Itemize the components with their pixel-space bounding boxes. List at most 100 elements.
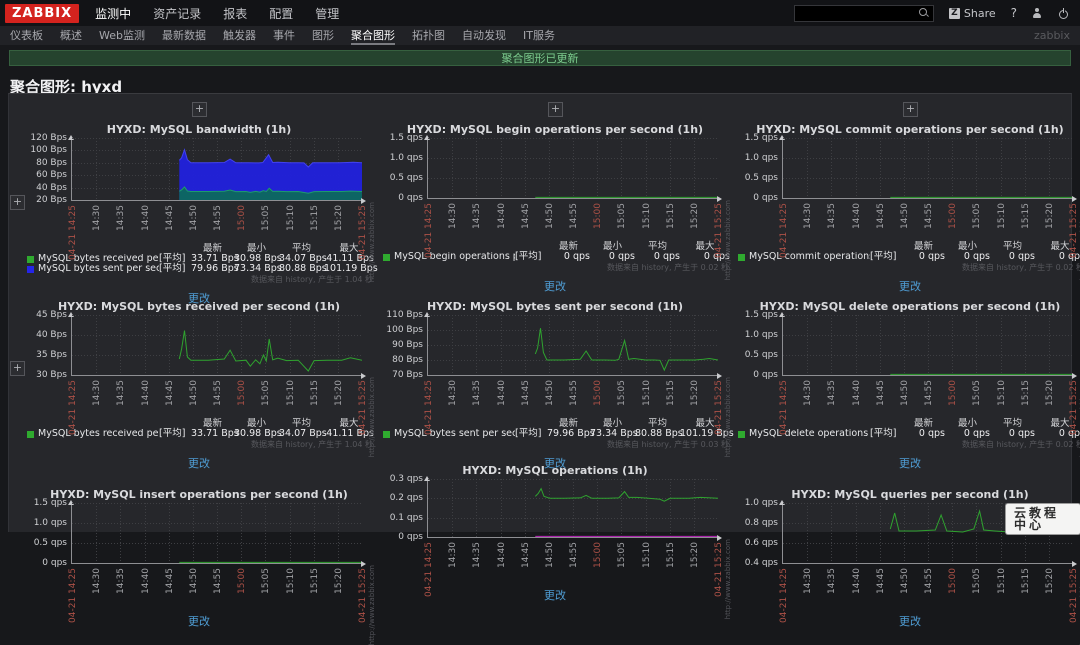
menu-item-1[interactable]: 监测中 — [95, 6, 132, 21]
legend-value: 101.19 Bps — [324, 263, 378, 274]
x-axis-label: 14:40 — [851, 568, 862, 594]
row-plus-button[interactable]: + — [10, 195, 25, 210]
chart-legend: 最新 最小 平均 最大 MySQL bytes received per second[… — [27, 244, 378, 274]
subnav-item-9[interactable]: 拓扑图 — [411, 29, 445, 42]
chart-plot[interactable]: 110 Bps 100 Bps 90 Bps 80 Bps 70 Bps 04-21 14… — [386, 311, 732, 458]
zabbix-url-watermark: http://www.zabbix.com — [724, 377, 732, 458]
y-axis-label: 20 Bps — [36, 195, 67, 205]
logout-icon[interactable] — [1058, 7, 1069, 19]
x-axis-label: 15:00 — [237, 380, 248, 406]
chart-cell: HYXD: MySQL commit operations per second… — [734, 99, 1080, 294]
subnav-item-2[interactable]: 概述 — [60, 29, 82, 42]
legend-function: [平均] — [159, 253, 186, 264]
row-plus-button[interactable]: + — [10, 361, 25, 376]
y-axis-label: 0.5 qps — [389, 173, 423, 183]
chart-legend: 最新 最小 平均 最大 MySQL begin operations per secon… — [383, 242, 730, 262]
legend-value: 73.34 Bps — [234, 263, 282, 274]
chart-title: HYXD: MySQL bandwidth (1h) — [106, 123, 292, 136]
change-link[interactable]: 更改 — [899, 280, 921, 293]
chart-plot[interactable]: 0.3 qps 0.2 qps 0.1 qps 0 qps 04-21 14:25 14:… — [390, 475, 732, 620]
cell-plus-button[interactable]: + — [548, 102, 563, 117]
x-axis-label: 04-21 14:25 — [779, 568, 789, 623]
menu-item-4[interactable]: 配置 — [269, 6, 294, 21]
subnav-item-8[interactable]: 聚合图形 — [351, 26, 395, 45]
change-link[interactable]: 更改 — [899, 615, 921, 628]
legend-value: 0 qps — [1008, 428, 1035, 439]
change-link[interactable]: 更改 — [188, 615, 210, 628]
subnav-item-4[interactable]: 最新数据 — [161, 29, 206, 42]
change-link[interactable]: 更改 — [188, 292, 210, 305]
change-link[interactable]: 更改 — [544, 589, 566, 602]
x-axis-label: 15:05 — [972, 203, 983, 229]
x-axis-label: 14:45 — [875, 203, 886, 229]
chart-plot[interactable]: 120 Bps 100 Bps 80 Bps 60 Bps 40 Bps 20 Bps 04… — [30, 134, 376, 283]
change-link[interactable]: 更改 — [544, 457, 566, 470]
y-axis-label: 0 qps — [398, 193, 423, 203]
screens-grid: + + + HYXD: MySQL bandwidth (1h) 120 Bps 100 … — [8, 93, 1080, 645]
subnav-item-3[interactable]: Web监测 — [99, 29, 145, 42]
zabbix-url-watermark: http://www.zabbix.com — [724, 200, 732, 281]
zabbix-logo[interactable]: ZABBIX — [5, 3, 80, 23]
search-input[interactable] — [798, 5, 915, 21]
menu-item-3[interactable]: 报表 — [223, 6, 248, 21]
subnav-item-10[interactable]: 自动发现 — [461, 29, 506, 42]
share-button[interactable]: Z Share — [948, 7, 996, 20]
top-bar: ZABBIX 监测中 资产记录 报表 配置 管理 Z Share ? — [0, 0, 1080, 26]
legend-header: 最大 — [695, 418, 715, 429]
legend-value: 0 qps — [703, 251, 730, 262]
x-axis-label: 15:05 — [617, 542, 628, 568]
y-axis-label: 60 Bps — [36, 170, 67, 181]
subnav-item-6[interactable]: 事件 — [272, 29, 295, 42]
change-link[interactable]: 更改 — [544, 280, 566, 293]
y-axis-label: 1.5 qps — [33, 498, 67, 508]
menu-item-2[interactable]: 资产记录 — [153, 6, 202, 21]
search-box[interactable] — [793, 4, 934, 22]
x-axis-label: 14:35 — [472, 203, 483, 229]
y-axis-label: 90 Bps — [392, 340, 423, 350]
user-profile-icon[interactable] — [1032, 8, 1043, 18]
legend-color-swatch — [27, 255, 34, 263]
cell-plus-button[interactable]: + — [192, 102, 207, 117]
generated-in-note: 数据来自 history, 产生于 1.04 秒 — [250, 440, 373, 449]
chart-cell: HYXD: MySQL bandwidth (1h) 120 Bps 100 Bps… — [23, 99, 378, 306]
x-axis-label: 14:50 — [544, 203, 555, 229]
chart-plot[interactable]: 1.5 qps 1.0 qps 0.5 qps 0 qps 04-21 14:25 14:… — [745, 134, 1080, 281]
legend-value: 30.98 Bps — [234, 428, 282, 439]
x-axis-label: 14:55 — [213, 568, 223, 594]
subnav-item-1[interactable]: 仪表板 — [10, 29, 43, 42]
x-axis-label: 14:45 — [520, 542, 531, 568]
legend-color-swatch — [383, 430, 390, 438]
share-icon: Z — [948, 7, 960, 19]
chart-plot[interactable]: 1.5 qps 1.0 qps 0.5 qps 0 qps 04-21 14:25 14:… — [34, 499, 376, 645]
x-axis-label: 15:15 — [665, 203, 676, 229]
x-axis-label: 14:35 — [116, 380, 127, 406]
change-link[interactable]: 更改 — [899, 457, 921, 470]
x-axis-label: 14:40 — [496, 203, 507, 229]
chart-legend: 最新 最小 平均 最大 MySQL bytes received per second[… — [27, 419, 374, 439]
x-axis-label: 15:05 — [617, 203, 628, 229]
search-icon[interactable] — [918, 8, 929, 18]
x-axis-label: 15:05 — [261, 568, 272, 594]
chart-plot[interactable]: 1.5 qps 1.0 qps 0.5 qps 0 qps 04-21 14:25 14:… — [390, 134, 732, 281]
x-axis-label: 04-21 14:25 — [779, 203, 789, 258]
cell-plus-button[interactable]: + — [903, 102, 918, 117]
change-link[interactable]: 更改 — [188, 457, 210, 470]
subnav-item-11[interactable]: IT服务 — [522, 29, 555, 42]
x-axis-label: 14:55 — [924, 380, 934, 406]
chart-plot[interactable]: 1.5 qps 1.0 qps 0.5 qps 0 qps 04-21 14:25 14:… — [745, 311, 1080, 458]
x-axis-label: 14:55 — [569, 542, 579, 568]
x-axis-label: 14:50 — [544, 380, 555, 406]
x-axis-label: 14:40 — [496, 380, 507, 406]
x-axis-label: 14:35 — [472, 542, 483, 568]
subnav-item-7[interactable]: 图形 — [311, 29, 334, 42]
subnav-item-5[interactable]: 触发器 — [222, 29, 256, 42]
x-axis-label: 14:35 — [472, 380, 483, 406]
x-axis-label: 14:50 — [899, 203, 910, 229]
legend-series-name: MySQL bytes sent per second — [394, 429, 515, 439]
x-axis-label: 14:30 — [92, 380, 103, 406]
x-axis-label: 04-21 15:25 — [714, 203, 724, 258]
x-axis-label: 15:20 — [1044, 203, 1055, 229]
chart-plot[interactable]: 45 Bps 40 Bps 35 Bps 30 Bps 04-21 14:25 14:30… — [36, 311, 376, 458]
help-button[interactable]: ? — [1010, 6, 1017, 20]
menu-item-5[interactable]: 管理 — [315, 6, 340, 21]
